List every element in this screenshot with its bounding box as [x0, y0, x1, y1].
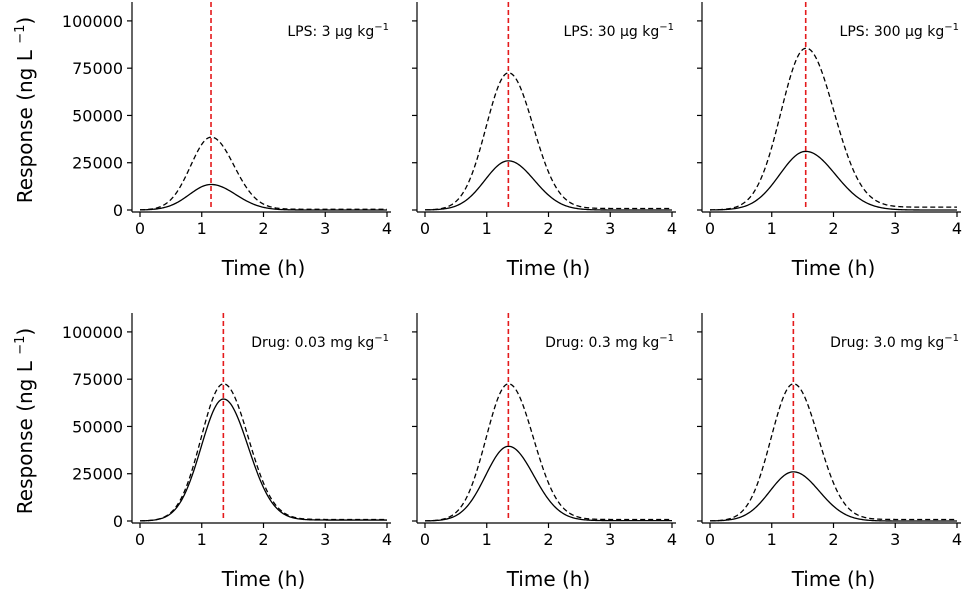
x-axis-label: Time (h) [506, 256, 591, 280]
x-tick-label: 4 [667, 530, 677, 549]
dashed-response-line [709, 47, 957, 211]
solid-response-line [424, 445, 672, 522]
panel-2: 0 1 2 3 4 Time (h) LPS: 30 μg kg−1 [412, 2, 677, 280]
panel-3: 0 1 2 3 4 Time (h) LPS: 300 μg kg−1 [697, 2, 962, 280]
panel-title: LPS: 300 μg kg−1 [840, 22, 959, 40]
panel-title: Drug: 0.3 mg kg−1 [545, 333, 674, 351]
y-tick-label: 50000 [72, 417, 123, 436]
x-tick-label: 2 [258, 530, 268, 549]
y-tick-label: 100000 [62, 323, 123, 342]
x-tick-label: 4 [382, 530, 392, 549]
x-tick-label: 3 [890, 530, 900, 549]
y-tick-label: 25000 [72, 465, 123, 484]
x-tick-label: 4 [952, 530, 962, 549]
x-tick-label: 2 [543, 530, 553, 549]
y-axis-label: Response (ng L −1) [13, 328, 37, 514]
dashed-response-line [424, 72, 672, 211]
x-tick-label: 3 [605, 530, 615, 549]
x-tick-label: 0 [420, 530, 430, 549]
x-tick-label: 1 [767, 219, 777, 238]
x-tick-label: 4 [382, 219, 392, 238]
x-tick-label: 2 [258, 219, 268, 238]
x-tick-label: 3 [320, 219, 330, 238]
x-axis-label: Time (h) [791, 256, 876, 280]
panel-title: Drug: 3.0 mg kg−1 [830, 333, 959, 351]
panel-1: 0 1 2 3 4 0 25000 50000 75000 100000 Time (h) Respo… [13, 2, 392, 280]
x-tick-label: 2 [543, 219, 553, 238]
y-tick-label: 75000 [72, 59, 123, 78]
x-tick-label: 1 [767, 530, 777, 549]
dashed-response-line [139, 136, 387, 211]
panel-6: 0 1 2 3 4 Time (h) Drug: 3.0 mg kg−1 [697, 313, 962, 591]
solid-response-line [139, 398, 387, 522]
x-axis-label: Time (h) [221, 567, 306, 591]
x-tick-label: 1 [482, 530, 492, 549]
panel-5: 0 1 2 3 4 Time (h) Drug: 0.3 mg kg−1 [412, 313, 677, 591]
solid-response-line [139, 183, 387, 211]
solid-response-line [424, 160, 672, 211]
y-tick-label: 0 [113, 201, 123, 220]
x-tick-label: 0 [705, 530, 715, 549]
x-axis-label: Time (h) [221, 256, 306, 280]
solid-response-line [709, 471, 957, 522]
x-tick-label: 0 [420, 219, 430, 238]
dashed-response-line [139, 383, 387, 522]
x-tick-label: 3 [605, 219, 615, 238]
y-tick-label: 75000 [72, 370, 123, 389]
panel-title: LPS: 3 μg kg−1 [287, 22, 389, 40]
x-tick-label: 4 [667, 219, 677, 238]
x-tick-label: 1 [197, 219, 207, 238]
x-tick-label: 4 [952, 219, 962, 238]
y-tick-label: 25000 [72, 154, 123, 173]
y-tick-label: 0 [113, 512, 123, 531]
x-tick-label: 3 [320, 530, 330, 549]
dashed-response-line [709, 383, 957, 522]
x-tick-label: 0 [705, 219, 715, 238]
x-axis-label: Time (h) [506, 567, 591, 591]
x-tick-label: 0 [135, 530, 145, 549]
y-tick-label: 50000 [72, 106, 123, 125]
x-tick-label: 1 [197, 530, 207, 549]
x-tick-label: 2 [828, 530, 838, 549]
y-tick-label: 100000 [62, 12, 123, 31]
panel-title: LPS: 30 μg kg−1 [563, 22, 674, 40]
x-tick-label: 0 [135, 219, 145, 238]
y-axis-label: Response (ng L −1) [13, 17, 37, 203]
x-axis-label: Time (h) [791, 567, 876, 591]
panel-title: Drug: 0.03 mg kg−1 [251, 333, 389, 351]
panel-4: 0 1 2 3 4 0 25000 50000 75000 100000 Time (h) Respo… [13, 313, 392, 591]
dashed-response-line [424, 383, 672, 522]
x-tick-label: 1 [482, 219, 492, 238]
x-tick-label: 2 [828, 219, 838, 238]
solid-response-line [709, 150, 957, 211]
x-tick-label: 3 [890, 219, 900, 238]
